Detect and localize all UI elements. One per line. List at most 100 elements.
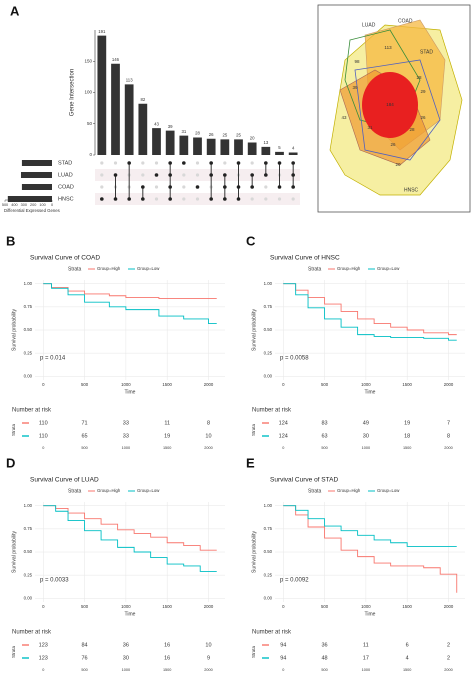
risk-count: 36 (322, 642, 328, 648)
x-axis-label: Differential Expressed Genes (4, 208, 60, 213)
risk-count: 94 (280, 642, 286, 648)
risk-count: 63 (322, 433, 328, 439)
risk-count: 30 (123, 655, 129, 661)
risk-x-tick-label: 1500 (163, 668, 171, 672)
venn-region-count: 20 (395, 162, 401, 167)
risk-count: 49 (363, 420, 369, 426)
risk-x-tick-label: 500 (81, 446, 87, 450)
y-tick-label: 0.00 (264, 595, 273, 600)
matrix-dot-empty (277, 197, 282, 201)
panel-label: C (246, 233, 256, 248)
risk-count: 123 (39, 655, 48, 661)
value-label: 25 (236, 133, 241, 138)
y-axis-label: Survival probability (251, 531, 257, 573)
y-tick-label: 0.25 (24, 572, 33, 577)
matrix-dot (277, 161, 282, 165)
survival-curve (43, 505, 217, 551)
risk-count: 124 (279, 433, 288, 439)
risk-count: 48 (322, 655, 328, 661)
value-label: 5 (278, 145, 281, 150)
panel-label: E (246, 455, 255, 470)
y-tick-label: 0.50 (264, 549, 273, 554)
value-label: 13 (263, 140, 268, 145)
matrix-dot-empty (154, 197, 159, 201)
legend-label: Group=High (337, 266, 361, 271)
matrix-dot (291, 173, 295, 177)
y-axis-label: Survival probability (251, 309, 257, 351)
value-label: 39 (168, 124, 173, 129)
chart-title: Survival Curve of HNSC (270, 255, 340, 262)
bar (288, 152, 298, 155)
matrix-dot (127, 197, 131, 201)
x-tick-label: 0 (282, 382, 285, 387)
set-label: STAD (58, 160, 72, 166)
matrix-dot (223, 197, 227, 201)
risk-table-ylabel: Strata (251, 424, 256, 437)
x-tick-label: 1500 (402, 382, 412, 387)
risk-x-tick-label: 0 (282, 446, 284, 450)
venn-set-label: HNSC (404, 187, 419, 193)
matrix-dot-empty (182, 197, 186, 201)
value-label: 43 (154, 121, 159, 126)
risk-table-title: Number at risk (12, 408, 52, 414)
venn-region-count: 29 (420, 89, 426, 94)
risk-x-tick-label: 1500 (403, 446, 411, 450)
risk-count: 71 (82, 420, 88, 426)
x-axis-label: Time (125, 611, 136, 617)
value-label: 31 (181, 129, 186, 134)
risk-count: 94 (280, 655, 286, 661)
survival-curve (43, 505, 217, 572)
panel-label: D (6, 455, 15, 470)
risk-count: 8 (447, 433, 450, 439)
risk-x-tick-label: 2000 (444, 668, 452, 672)
survival-curve (283, 283, 457, 341)
venn-region-count: 43 (341, 115, 347, 120)
x-tick-label: 500 (81, 604, 89, 609)
venn-set-label: STAD (420, 49, 433, 55)
legend-label: Group=Low (137, 488, 160, 493)
matrix-dot (209, 173, 213, 177)
y-tick-label: 0.75 (264, 304, 273, 309)
x-tick-label: 1000 (361, 604, 371, 609)
x-tick-label: 500 (2, 203, 8, 207)
risk-x-tick-label: 0 (282, 668, 284, 672)
risk-x-tick-label: 1000 (122, 668, 130, 672)
bar (247, 142, 257, 155)
matrix-dot-empty (141, 173, 145, 177)
y-tick-label: 0.00 (24, 595, 33, 600)
y-tick-label: 0.50 (264, 327, 273, 332)
value-label: 28 (195, 131, 200, 136)
bar (234, 139, 243, 155)
matrix-dot (113, 173, 118, 177)
y-tick-label: 0.25 (264, 572, 273, 577)
value-label: 25 (222, 133, 227, 138)
matrix-dot (236, 161, 241, 165)
risk-x-tick-label: 2000 (204, 446, 212, 450)
set-label: LUAD (58, 172, 73, 178)
legend-label: Group=High (97, 266, 121, 271)
x-axis-label: Time (365, 611, 376, 617)
matrix-dot (264, 161, 268, 165)
x-tick-label: 2000 (444, 604, 454, 609)
risk-count: 4 (406, 655, 409, 661)
matrix-dot-empty (100, 185, 104, 189)
x-tick-label: 2000 (204, 604, 214, 609)
x-tick-label: 0 (51, 203, 53, 207)
y-tick-label: 50 (87, 121, 93, 126)
risk-count: 6 (406, 642, 409, 648)
y-tick-label: 1.00 (264, 281, 273, 286)
bar (124, 84, 134, 155)
x-tick-label: 1000 (121, 604, 131, 609)
x-axis-label: Time (125, 389, 136, 395)
bar (152, 128, 161, 155)
x-tick-label: 1500 (162, 382, 172, 387)
p-value: p = 0.0092 (280, 577, 309, 583)
venn-region-count: 98 (354, 59, 360, 64)
bar (275, 151, 284, 155)
risk-table-title: Number at risk (252, 630, 292, 636)
venn-region-count: 28 (409, 127, 415, 132)
legend-title: Strata (308, 488, 322, 494)
x-tick-label: 0 (42, 382, 45, 387)
y-tick-label: 150 (84, 58, 92, 63)
